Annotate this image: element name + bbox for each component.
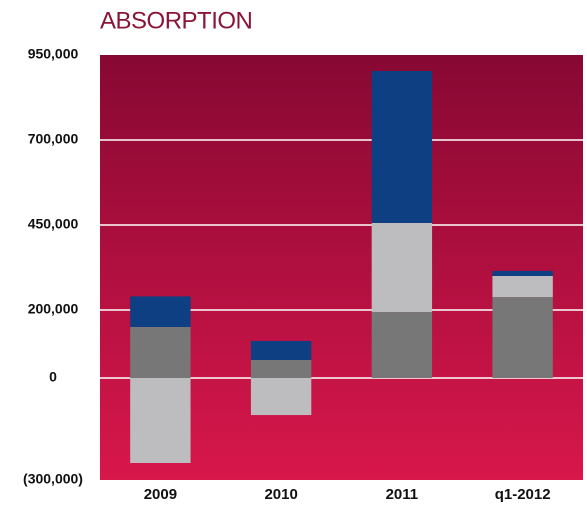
x-tick-label: 2011: [386, 486, 419, 503]
bar-segment: [492, 276, 553, 298]
bar-segment: [492, 297, 553, 378]
x-tick-label: 2009: [144, 486, 177, 503]
y-tick-label: 700,000: [28, 131, 79, 147]
y-tick-label: (300,000): [23, 471, 83, 487]
bar-segment: [130, 378, 191, 463]
bar-segment: [130, 327, 191, 378]
bar-segment: [371, 312, 433, 378]
bar-segment: [250, 359, 312, 378]
bar-segment: [371, 222, 433, 313]
y-tick-label: 450,000: [28, 216, 79, 232]
bar-segment: [250, 378, 312, 416]
x-tick-label: 2010: [264, 486, 297, 503]
y-tick-label: 200,000: [28, 301, 79, 317]
chart-title: ABSORPTION: [100, 7, 252, 34]
bar-segment: [492, 270, 553, 276]
bar-segment: [130, 296, 191, 327]
bar-segment: [371, 70, 433, 223]
bar-segment: [250, 340, 312, 360]
y-tick-label: 0: [49, 369, 57, 385]
y-tick-label: 950,000: [28, 46, 79, 62]
x-tick-label: q1-2012: [495, 486, 551, 503]
